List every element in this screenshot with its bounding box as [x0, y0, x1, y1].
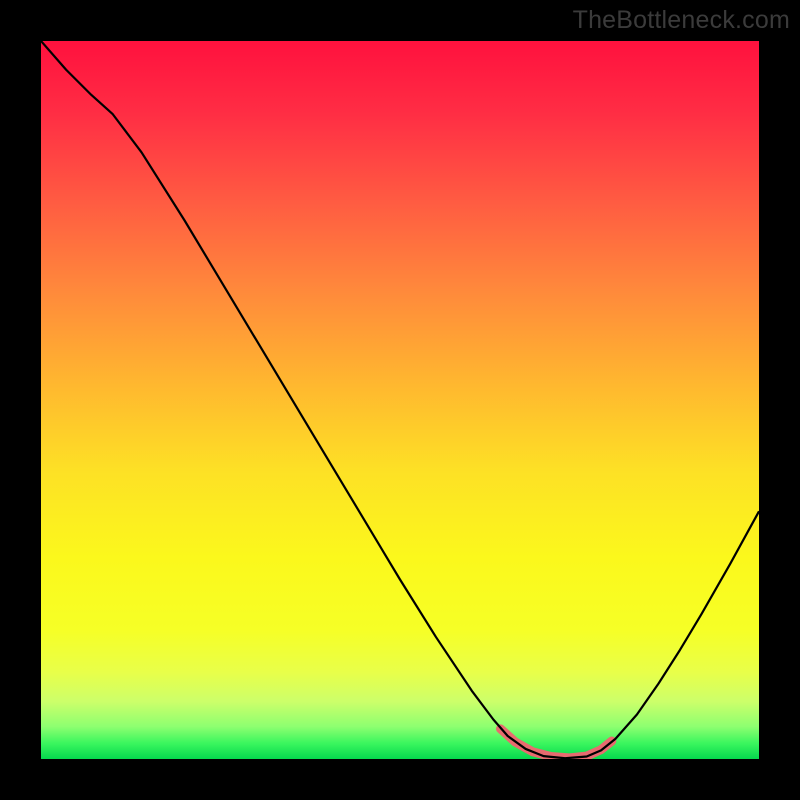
- plot-area: [41, 41, 759, 759]
- curve-layer: [41, 41, 759, 759]
- bottleneck-curve: [41, 41, 759, 758]
- outer-frame: TheBottleneck.com: [0, 0, 800, 800]
- watermark-text: TheBottleneck.com: [573, 6, 790, 35]
